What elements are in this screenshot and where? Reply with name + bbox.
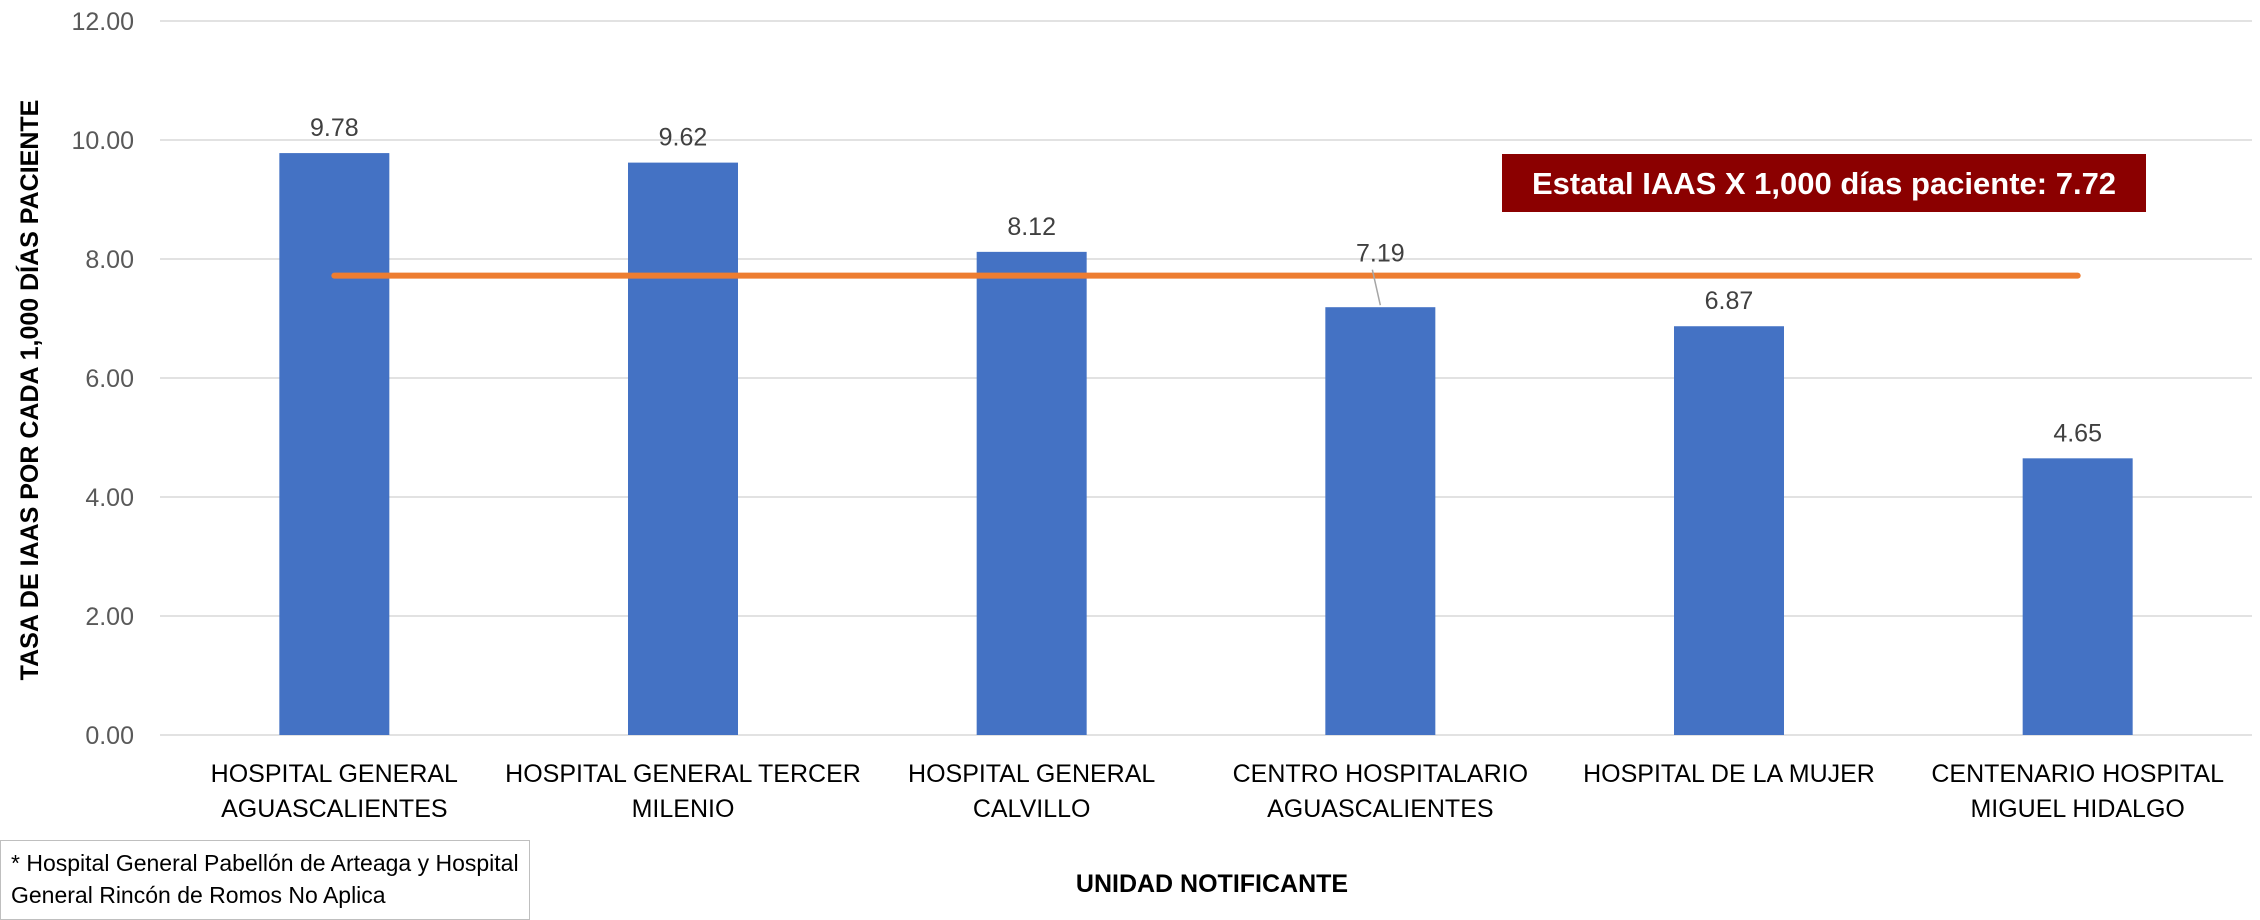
x-axis-title: UNIDAD NOTIFICANTE [1076,870,1348,896]
data-label: 9.62 [659,124,708,152]
reference-label-box [1502,154,2146,212]
bar-chart: 0.00 2.00 4.00 6.00 8.00 10.00 12.00 Estatal I… [15,8,2252,896]
x-category-label: HOSPITAL GENERAL TERCER [505,760,861,788]
y-tick-label: 6.00 [85,365,134,393]
bar [2022,458,2133,735]
x-category-label: AGUASCALIENTES [1267,795,1493,823]
data-label: 7.19 [1356,240,1405,268]
x-category-label: CALVILLO [973,795,1091,823]
footnote: * Hospital General Pabellón de Arteaga y… [0,840,530,920]
data-label: 4.65 [2053,419,2102,447]
y-axis-title: TASA DE IAAS POR CADA 1,000 DÍAS PACIENT… [15,100,44,681]
x-category-label: HOSPITAL GENERAL [908,760,1155,788]
x-axis-categories: HOSPITAL GENERAL AGUASCALIENTES HOSPITAL G… [211,760,2224,823]
y-tick-label: 0.00 [85,722,134,750]
y-tick-label: 8.00 [85,246,134,274]
x-category-label: HOSPITAL GENERAL [211,760,458,788]
x-category-label: HOSPITAL DE LA MUJER [1583,760,1875,788]
data-label: 6.87 [1705,287,1754,315]
reference-line-group: Estatal IAAS X 1,000 días paciente: 7.72 [331,154,2146,279]
reference-label: Estatal IAAS X 1,000 días paciente: 7.72 [1532,166,2116,201]
x-category-label: MIGUEL HIDALGO [1970,795,2184,823]
bar [976,251,1087,736]
y-tick-label: 4.00 [85,484,134,512]
bar [1325,307,1436,735]
x-category-label: CENTRO HOSPITALARIO [1233,760,1528,788]
bar [279,153,390,736]
y-tick-label: 12.00 [71,8,134,36]
data-labels: 9.78 9.62 8.12 7.19 6.87 4.65 [310,114,2102,447]
bars [279,153,2133,736]
bar [1674,326,1784,735]
gridlines [160,20,2252,736]
data-label: 9.78 [310,114,359,142]
x-category-label: AGUASCALIENTES [221,795,447,823]
bar [628,162,738,736]
y-axis-ticks: 0.00 2.00 4.00 6.00 8.00 10.00 12.00 [71,8,134,750]
data-label-leader [1371,269,1382,306]
x-category-label: CENTENARIO HOSPITAL [1931,760,2224,788]
y-tick-label: 10.00 [71,127,134,155]
x-category-label: MILENIO [632,795,735,823]
y-tick-label: 2.00 [85,603,134,631]
data-label: 8.12 [1007,213,1056,241]
